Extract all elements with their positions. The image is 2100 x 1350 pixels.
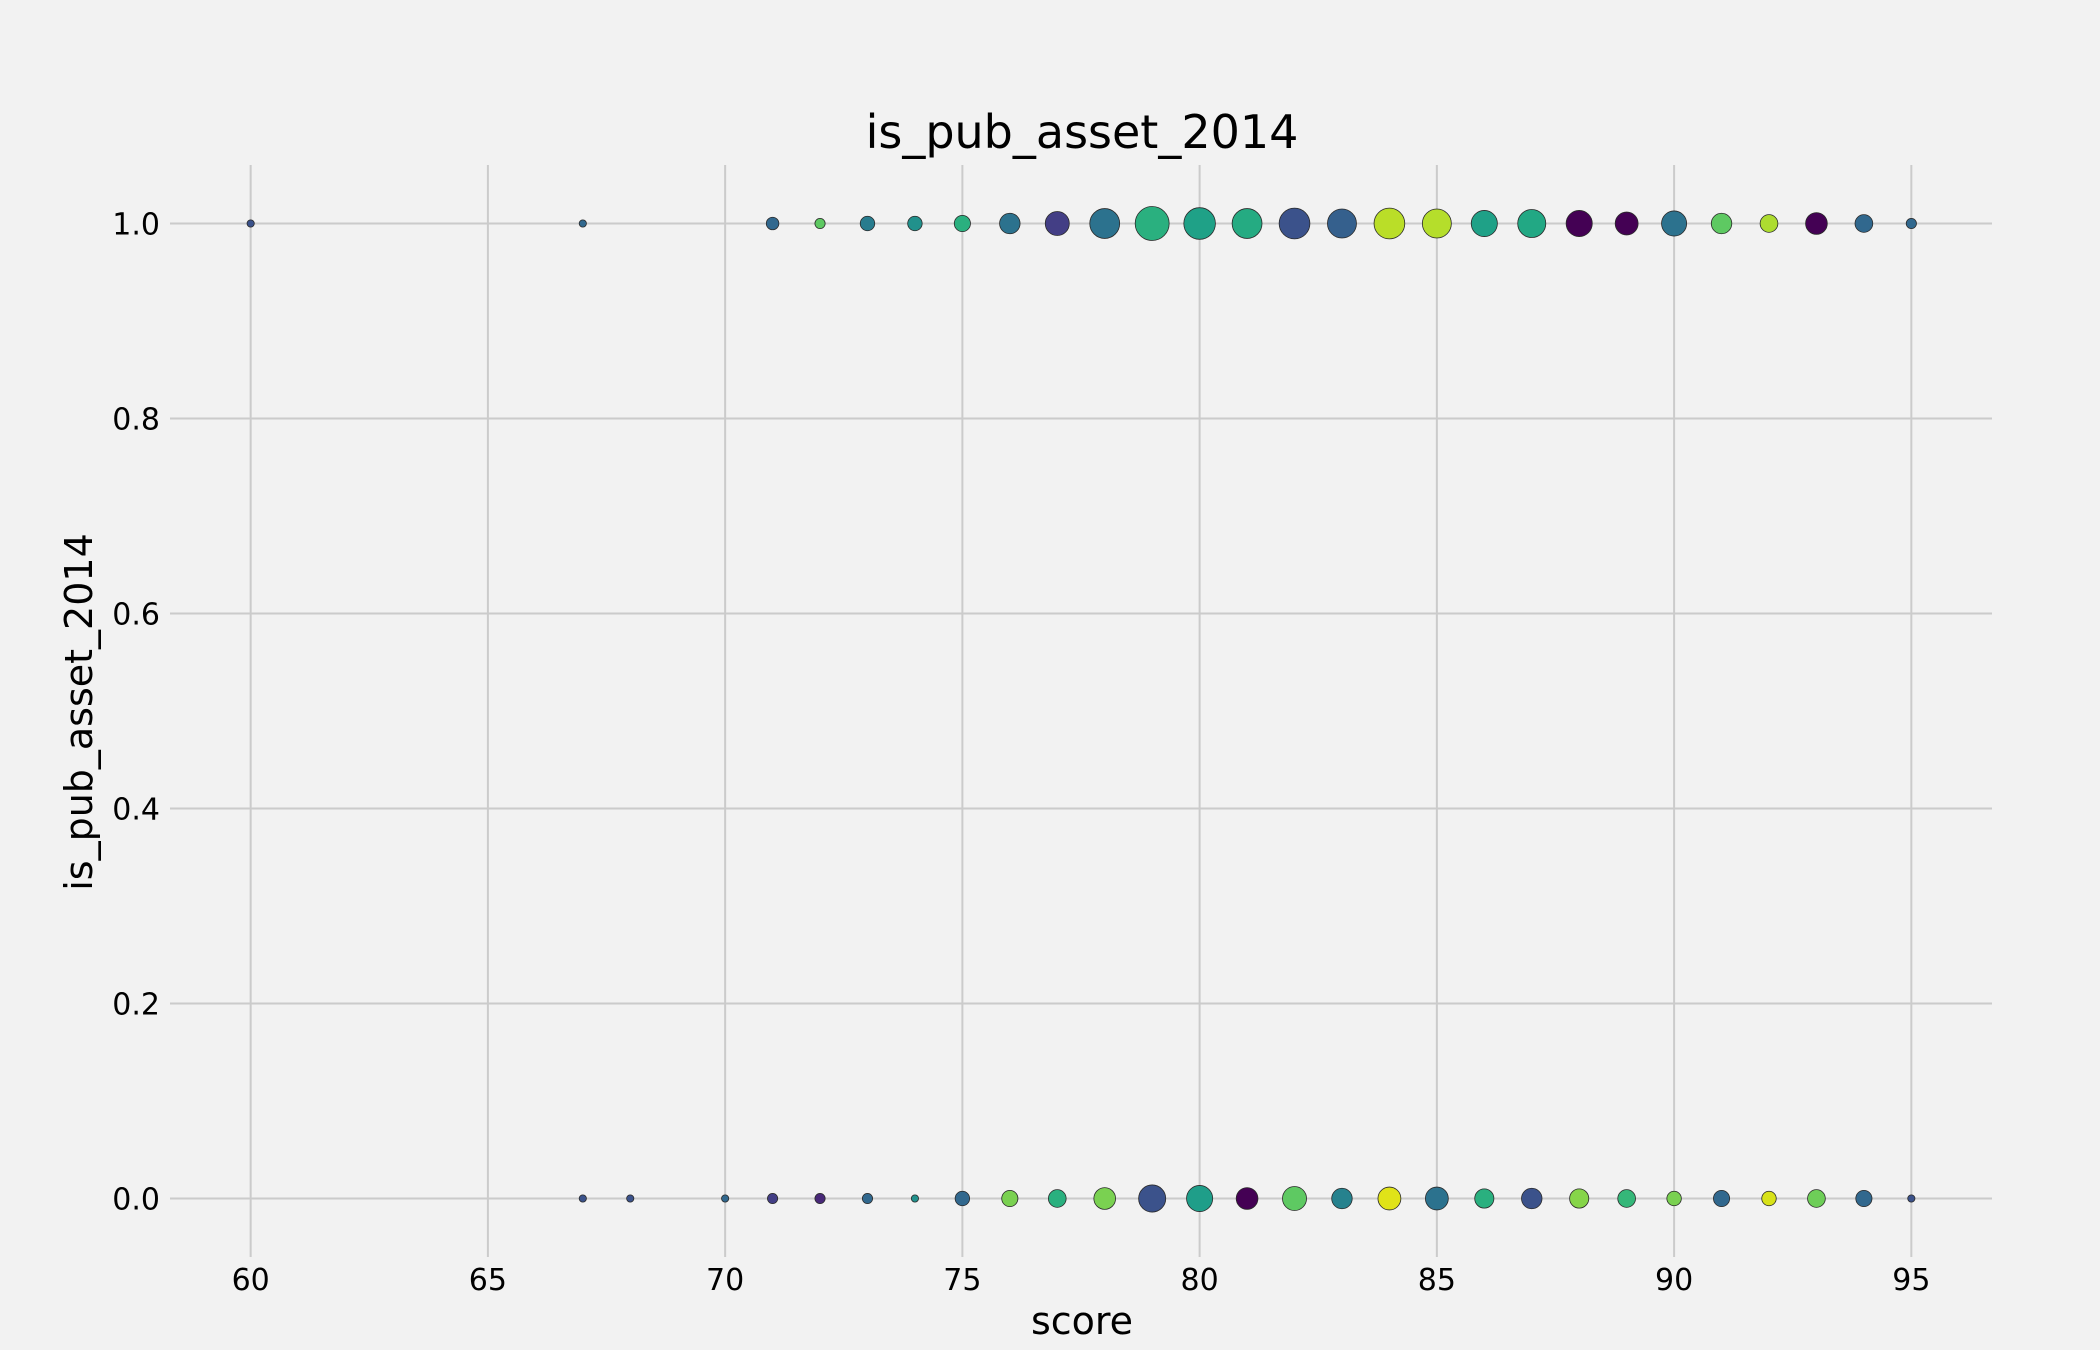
data-point xyxy=(1047,1189,1067,1208)
data-point xyxy=(814,217,826,230)
y-tick-label: 0.2 xyxy=(112,988,160,1023)
data-point xyxy=(578,1194,587,1203)
x-tick-label: 95 xyxy=(1892,1263,1930,1298)
data-point xyxy=(721,1194,730,1203)
x-tick-label: 85 xyxy=(1418,1263,1456,1298)
grid xyxy=(170,165,1992,1257)
data-point xyxy=(1001,1189,1019,1208)
data-point xyxy=(1565,210,1593,237)
data-point xyxy=(1661,210,1688,237)
y-tick-label: 0.8 xyxy=(112,403,160,438)
data-point xyxy=(767,1192,779,1205)
data-point xyxy=(626,1194,635,1203)
data-point xyxy=(1614,211,1639,236)
x-axis-label: score xyxy=(1031,1299,1133,1343)
x-tick-label: 75 xyxy=(943,1263,981,1298)
y-tick-labels: 0.0 0.2 0.4 0.6 0.8 1.0 xyxy=(112,208,160,1218)
data-point xyxy=(910,1194,919,1203)
data-point xyxy=(1474,1188,1495,1209)
y-tick-label: 0.4 xyxy=(112,793,160,828)
data-point xyxy=(1517,209,1547,238)
y-tick-label: 0.6 xyxy=(112,598,160,633)
data-point xyxy=(1761,1190,1777,1207)
x-tick-label: 80 xyxy=(1181,1263,1219,1298)
data-point xyxy=(1807,1189,1826,1208)
data-point xyxy=(814,1192,826,1205)
data-point xyxy=(1093,1187,1116,1210)
data-point xyxy=(1282,1186,1307,1211)
data-point xyxy=(1759,214,1779,233)
data-point xyxy=(1183,207,1216,240)
data-point xyxy=(1569,1188,1590,1209)
chart-title: is_pub_asset_2014 xyxy=(866,105,1299,159)
data-point xyxy=(907,215,923,232)
x-tick-label: 70 xyxy=(706,1263,744,1298)
y-axis-label: is_pub_asset_2014 xyxy=(57,533,101,891)
data-point xyxy=(1424,1186,1449,1211)
x-tick-labels: 60 65 70 75 80 85 90 95 xyxy=(232,1263,1931,1298)
data-point xyxy=(1044,211,1070,236)
x-tick-label: 90 xyxy=(1655,1263,1693,1298)
data-point xyxy=(1805,212,1828,235)
data-point xyxy=(1617,1189,1636,1208)
data-point xyxy=(1235,1187,1259,1210)
data-point xyxy=(1231,208,1263,239)
data-point xyxy=(1421,208,1452,239)
data-point xyxy=(1905,217,1917,230)
data-point xyxy=(1855,1189,1873,1208)
data-point xyxy=(1331,1187,1353,1210)
data-point xyxy=(1089,208,1121,239)
data-point xyxy=(954,1190,971,1207)
data-point xyxy=(1713,1189,1731,1208)
data-point xyxy=(1666,1190,1682,1207)
data-point xyxy=(765,216,780,231)
data-points xyxy=(246,206,1917,1213)
data-point xyxy=(1278,207,1311,240)
data-point xyxy=(1521,1187,1543,1210)
data-point xyxy=(1377,1186,1402,1211)
data-point xyxy=(859,215,876,232)
data-point xyxy=(1373,207,1406,240)
x-tick-label: 65 xyxy=(469,1263,507,1298)
data-point xyxy=(246,219,255,228)
data-point xyxy=(861,1192,874,1205)
data-point xyxy=(999,212,1021,235)
data-point xyxy=(1854,214,1874,233)
data-point xyxy=(1186,1185,1214,1212)
data-point xyxy=(578,219,587,228)
data-point xyxy=(953,214,971,233)
data-point xyxy=(1470,210,1498,237)
y-tick-label: 1.0 xyxy=(112,208,160,243)
data-point xyxy=(1710,212,1733,235)
data-point xyxy=(1134,206,1170,241)
data-point xyxy=(1907,1194,1916,1203)
x-tick-label: 60 xyxy=(232,1263,270,1298)
data-point xyxy=(1327,208,1357,239)
y-tick-label: 0.0 xyxy=(112,1183,160,1218)
data-point xyxy=(1138,1184,1167,1213)
